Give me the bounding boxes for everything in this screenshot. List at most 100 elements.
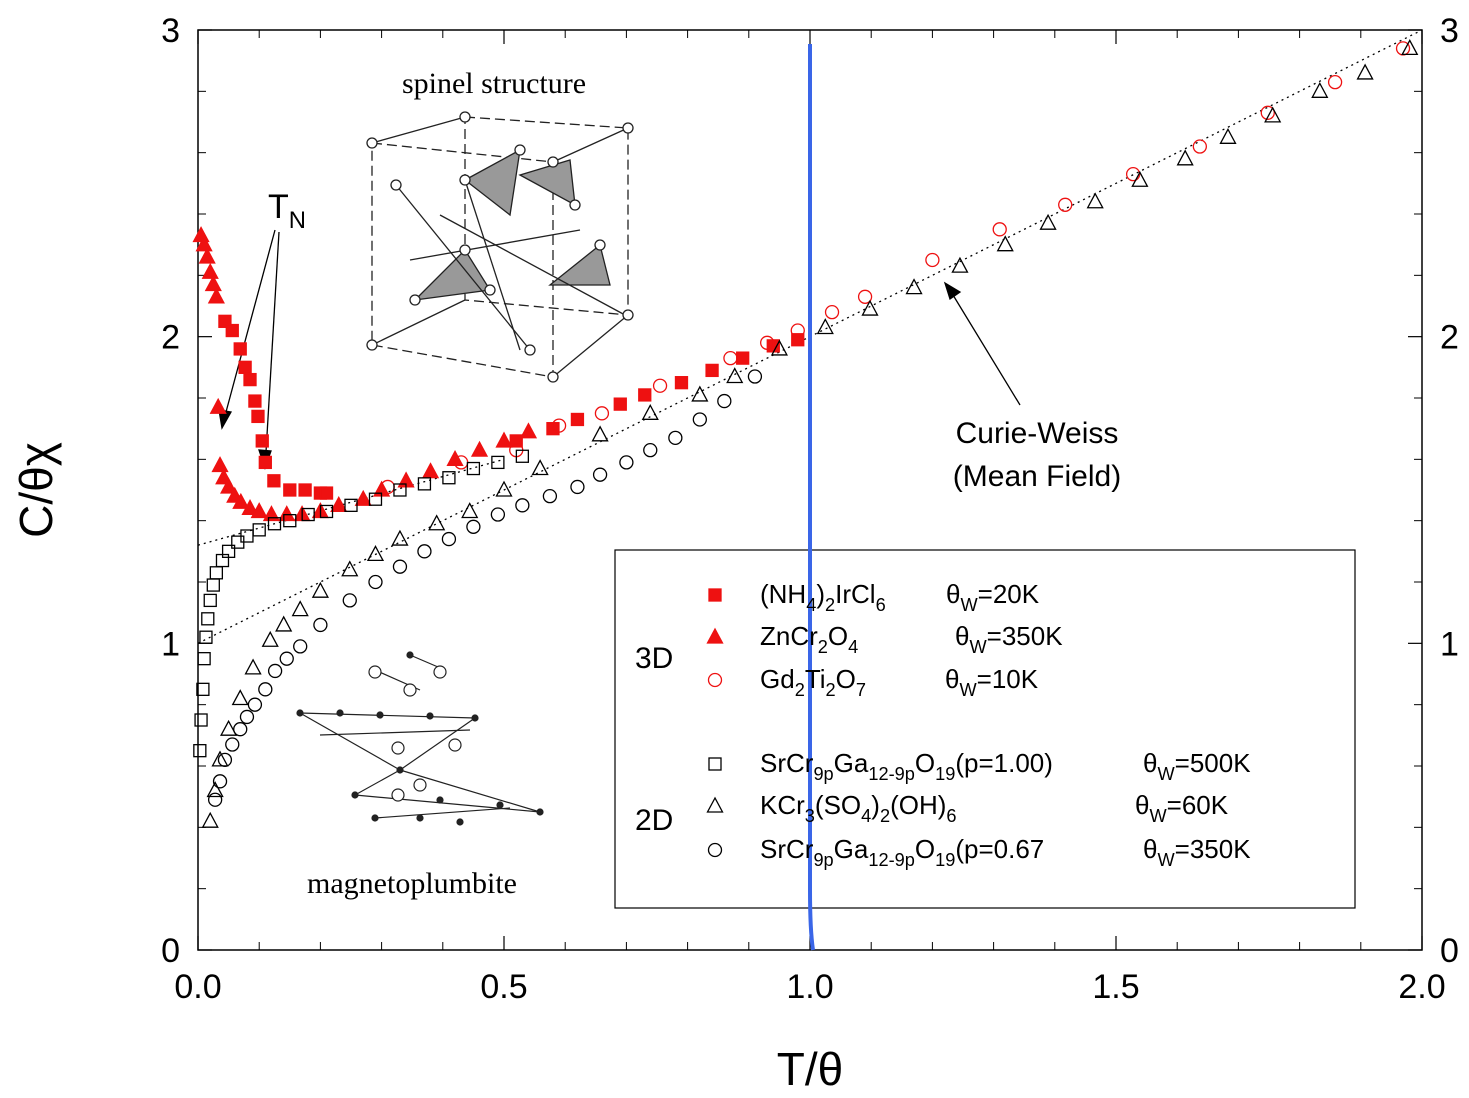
point <box>495 480 513 497</box>
text-part: =500K <box>1175 748 1252 778</box>
point <box>195 235 213 252</box>
point <box>1131 170 1149 187</box>
point <box>278 505 296 522</box>
legend-label: (NH4)2IrCl6 <box>760 579 886 615</box>
point <box>201 811 219 828</box>
text-part: (SO <box>815 790 861 820</box>
subscript: 12-9p <box>868 850 915 870</box>
point <box>220 719 238 736</box>
text-part: θ <box>945 664 959 694</box>
point <box>354 489 372 506</box>
y-tick-label-right: 1 <box>1440 625 1459 663</box>
point <box>197 652 211 666</box>
point <box>747 369 763 384</box>
point <box>262 505 281 522</box>
legend-marker <box>706 627 724 644</box>
point <box>638 388 652 402</box>
y-tick-label: 3 <box>161 12 180 50</box>
reference-line <box>197 458 505 546</box>
text-part: O <box>915 834 935 864</box>
point <box>298 483 312 497</box>
series <box>192 226 538 522</box>
annotation: (Mean Field) <box>953 460 1121 493</box>
point <box>201 262 219 279</box>
subscript: W <box>1157 850 1175 870</box>
point <box>723 350 738 366</box>
legend-label: SrCr9pGa12-9pO19(p=1.00) <box>760 748 1053 784</box>
point <box>392 559 408 574</box>
point <box>760 335 775 350</box>
legend-box <box>614 549 1356 909</box>
point <box>211 456 229 473</box>
text-part: O <box>828 621 848 651</box>
vertical-line <box>808 44 815 951</box>
text-part: SrCr <box>760 834 814 864</box>
subscript: 4 <box>848 637 858 657</box>
subscript: 19 <box>935 850 955 870</box>
y-tick-label: 0 <box>161 932 180 970</box>
subscript: 12-9p <box>868 764 915 784</box>
text-part: =20K <box>978 579 1040 609</box>
point <box>391 529 409 546</box>
point <box>613 397 627 411</box>
point <box>366 545 385 562</box>
point <box>1058 197 1073 212</box>
point <box>243 372 257 387</box>
point <box>220 477 238 494</box>
magnetoplumbite-inset <box>296 651 544 826</box>
text-part: (p=0.67 <box>955 834 1044 864</box>
legend-group: 2D <box>635 804 673 837</box>
point <box>248 394 262 408</box>
point <box>250 502 268 519</box>
text-part: =10K <box>977 664 1039 694</box>
legend-label: SrCr9pGa12-9pO19(p=0.67 <box>760 834 1044 870</box>
point <box>1356 63 1374 80</box>
point <box>255 434 269 448</box>
point <box>570 412 585 427</box>
point <box>1039 213 1057 230</box>
point <box>470 440 489 457</box>
spinel-inset <box>366 111 634 383</box>
subscript: 2 <box>880 806 890 826</box>
series <box>218 314 805 500</box>
point <box>668 430 683 446</box>
point <box>491 455 505 470</box>
point <box>717 393 732 409</box>
point <box>198 247 216 264</box>
legend-label: KCr3(SO4)2(OH)6 <box>760 790 957 826</box>
point <box>551 418 567 433</box>
point <box>247 697 263 712</box>
legend-marker <box>708 757 722 771</box>
point <box>199 630 213 644</box>
point <box>193 744 207 758</box>
point <box>905 278 923 295</box>
point <box>206 578 220 592</box>
legend-theta: θW=20K <box>946 579 1040 615</box>
x-tick-label: 0.0 <box>174 968 221 1006</box>
point <box>251 409 265 424</box>
point <box>232 492 250 509</box>
text-part: Gd <box>760 664 795 694</box>
point <box>515 449 530 463</box>
point <box>442 471 456 485</box>
legend-theta: θW=350K <box>955 621 1063 657</box>
point <box>209 566 224 580</box>
point <box>421 462 440 479</box>
point <box>996 235 1014 252</box>
text-part: θ <box>1143 834 1157 864</box>
point <box>592 467 608 482</box>
point <box>1264 106 1282 123</box>
point <box>515 498 530 513</box>
subscript: 6 <box>946 806 956 826</box>
point <box>192 226 210 243</box>
point <box>311 581 329 598</box>
subscript: N <box>289 207 306 234</box>
subscript: W <box>959 680 977 700</box>
y-tick-label-right: 3 <box>1440 12 1459 50</box>
point <box>293 639 308 654</box>
series <box>207 369 763 807</box>
text-part: Ga <box>834 748 869 778</box>
legend-marker <box>707 842 723 858</box>
text-part: (OH) <box>890 790 946 820</box>
point <box>417 544 432 559</box>
